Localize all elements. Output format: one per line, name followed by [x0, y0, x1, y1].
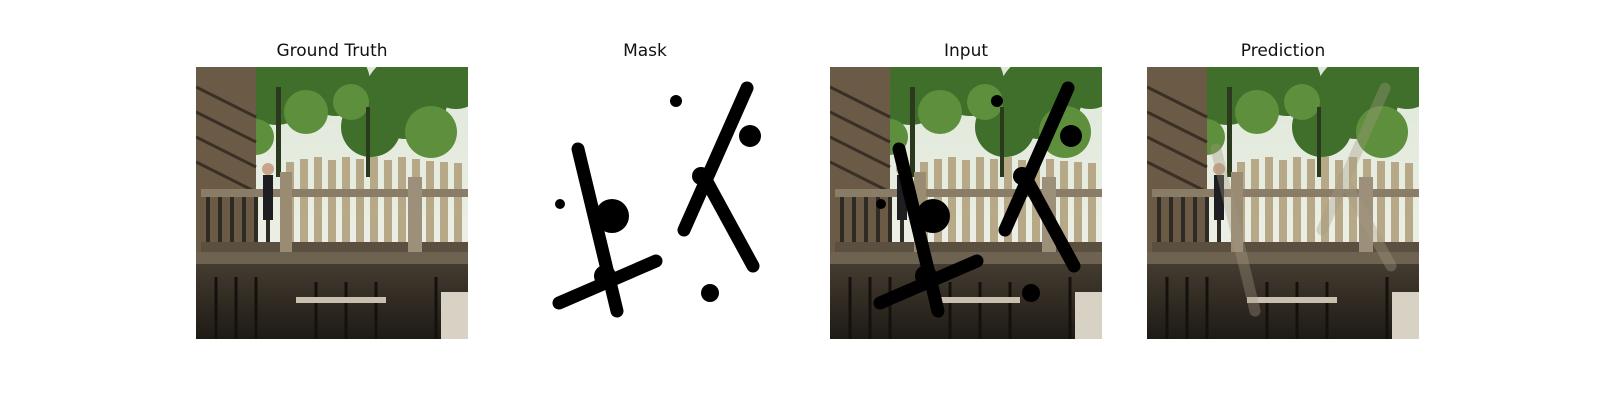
- panel-title: Ground Truth: [276, 41, 388, 61]
- panel-prediction: Prediction: [1147, 0, 1419, 400]
- input-image: [830, 67, 1102, 339]
- panel-ground-truth: Ground Truth: [196, 0, 468, 400]
- ground-truth-image: [196, 67, 468, 339]
- panel-mask: Mask: [509, 0, 781, 400]
- mask-image: [509, 67, 781, 339]
- panel-input: Input: [830, 0, 1102, 400]
- panel-title: Input: [943, 41, 989, 61]
- panel-title: Mask: [623, 41, 667, 61]
- prediction-image: [1147, 67, 1419, 339]
- panel-title: Prediction: [1240, 41, 1326, 61]
